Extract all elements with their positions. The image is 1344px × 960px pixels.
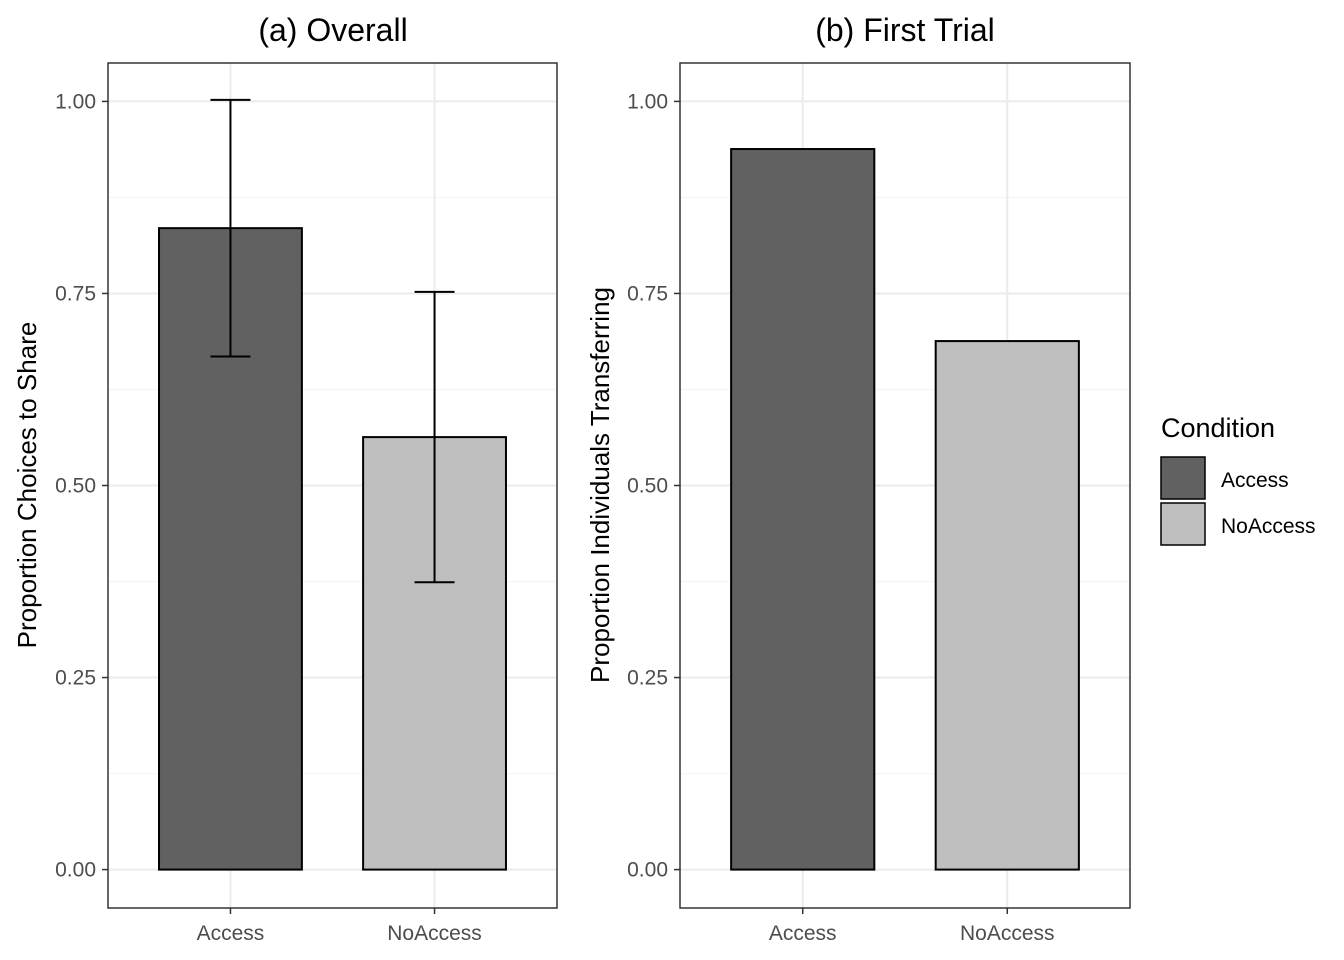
panel-b-y-axis: 0.00 0.25 0.50 0.75 1.00	[627, 90, 680, 882]
panel-a-x-tick-label-noaccess: NoAccess	[387, 922, 482, 945]
panel-b-y-tick-label: 0.50	[627, 475, 668, 498]
panel-b-bar-noaccess	[934, 340, 1080, 871]
panel-b-x-axis: Access NoAccess	[769, 908, 1055, 945]
legend-key-access	[1160, 456, 1206, 500]
panel-b-y-tick-label: 0.00	[627, 859, 668, 882]
panel-b-bars	[730, 148, 1080, 871]
panel-a-title: (a) Overall	[258, 12, 407, 48]
legend-title: Condition	[1161, 413, 1275, 443]
panel-a-y-axis: 0.00 0.25 0.50 0.75 1.00	[55, 90, 108, 882]
panel-a-x-axis: Access NoAccess	[197, 908, 482, 945]
panel-a-error-bar-access	[210, 98, 251, 358]
legend-label-noaccess: NoAccess	[1221, 515, 1316, 538]
panel-b-y-tick-label: 0.75	[627, 282, 668, 305]
legend-key-noaccess	[1160, 502, 1206, 546]
panel-a-y-tick-label: 0.00	[55, 859, 96, 882]
panel-b-y-tick-label: 0.25	[627, 667, 668, 690]
panel-first-trial: (b) First Trial 0.00 0.25 0.50 0.75 1.00 Acc…	[585, 12, 1131, 945]
panel-a-y-tick-label: 1.00	[55, 90, 96, 113]
panel-a-x-tick-label-access: Access	[197, 922, 265, 945]
panel-a-y-label: Proportion Choices to Share	[12, 322, 42, 649]
panel-b-title: (b) First Trial	[815, 12, 995, 48]
panel-a-y-tick-label: 0.50	[55, 475, 96, 498]
panel-a-y-tick-label: 0.25	[55, 667, 96, 690]
panel-b-x-tick-label-access: Access	[769, 922, 837, 945]
panel-b-y-tick-label: 1.00	[627, 90, 668, 113]
legend-label-access: Access	[1221, 469, 1289, 492]
panel-a-y-tick-label: 0.75	[55, 282, 96, 305]
panel-b-bar-access	[730, 148, 876, 871]
legend: Condition Access NoAccess	[1160, 413, 1316, 546]
panel-b-y-label: Proportion Individuals Transferring	[585, 287, 615, 683]
panel-overall: (a) Overall 0.00 0.25 0.50 0.75 1.00 Access N…	[12, 12, 558, 945]
panel-a-error-bar-noaccess	[414, 290, 455, 584]
panel-a-error-bars	[210, 98, 455, 584]
panel-b-x-tick-label-noaccess: NoAccess	[960, 922, 1055, 945]
